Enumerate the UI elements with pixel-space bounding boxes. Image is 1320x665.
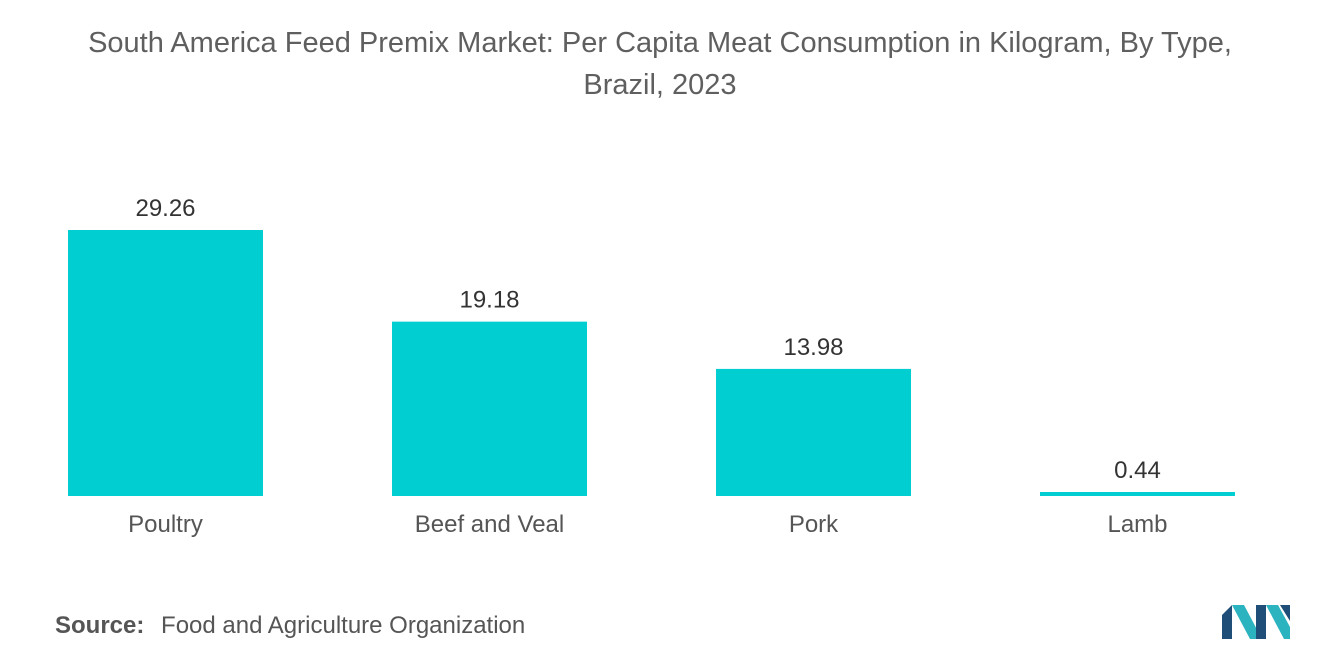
category-label: Lamb [1107, 511, 1167, 538]
data-label: 0.44 [1114, 457, 1161, 484]
source-note: Source: Food and Agriculture Organizatio… [55, 612, 525, 640]
bar-pork [716, 368, 911, 496]
logo-left-stroke [1222, 605, 1232, 639]
source-label: Source: [55, 612, 145, 639]
bar-beef-and-veal [392, 321, 587, 496]
data-label: 29.26 [135, 195, 195, 222]
chart-title-line-1: South America Feed Premix Market: Per Ca… [88, 27, 1232, 59]
category-label: Poultry [128, 511, 203, 538]
data-label: 19.18 [459, 287, 519, 314]
source-text: Food and Agriculture Organization [161, 612, 526, 639]
logo-mid-stroke [1232, 605, 1262, 639]
mordor-intelligence-logo-icon [1222, 605, 1290, 639]
logo-right-mid [1256, 605, 1266, 639]
data-label: 13.98 [783, 334, 843, 361]
bar-lamb [1040, 492, 1235, 496]
logo-right-stroke [1266, 605, 1290, 639]
category-label: Beef and Veal [415, 511, 564, 538]
bar-poultry [68, 230, 263, 496]
chart-title-line-2: Brazil, 2023 [583, 69, 737, 101]
chart-title: South America Feed Premix Market: Per Ca… [0, 22, 1320, 106]
category-label: Pork [789, 511, 839, 538]
logo-right-edge [1280, 605, 1290, 621]
